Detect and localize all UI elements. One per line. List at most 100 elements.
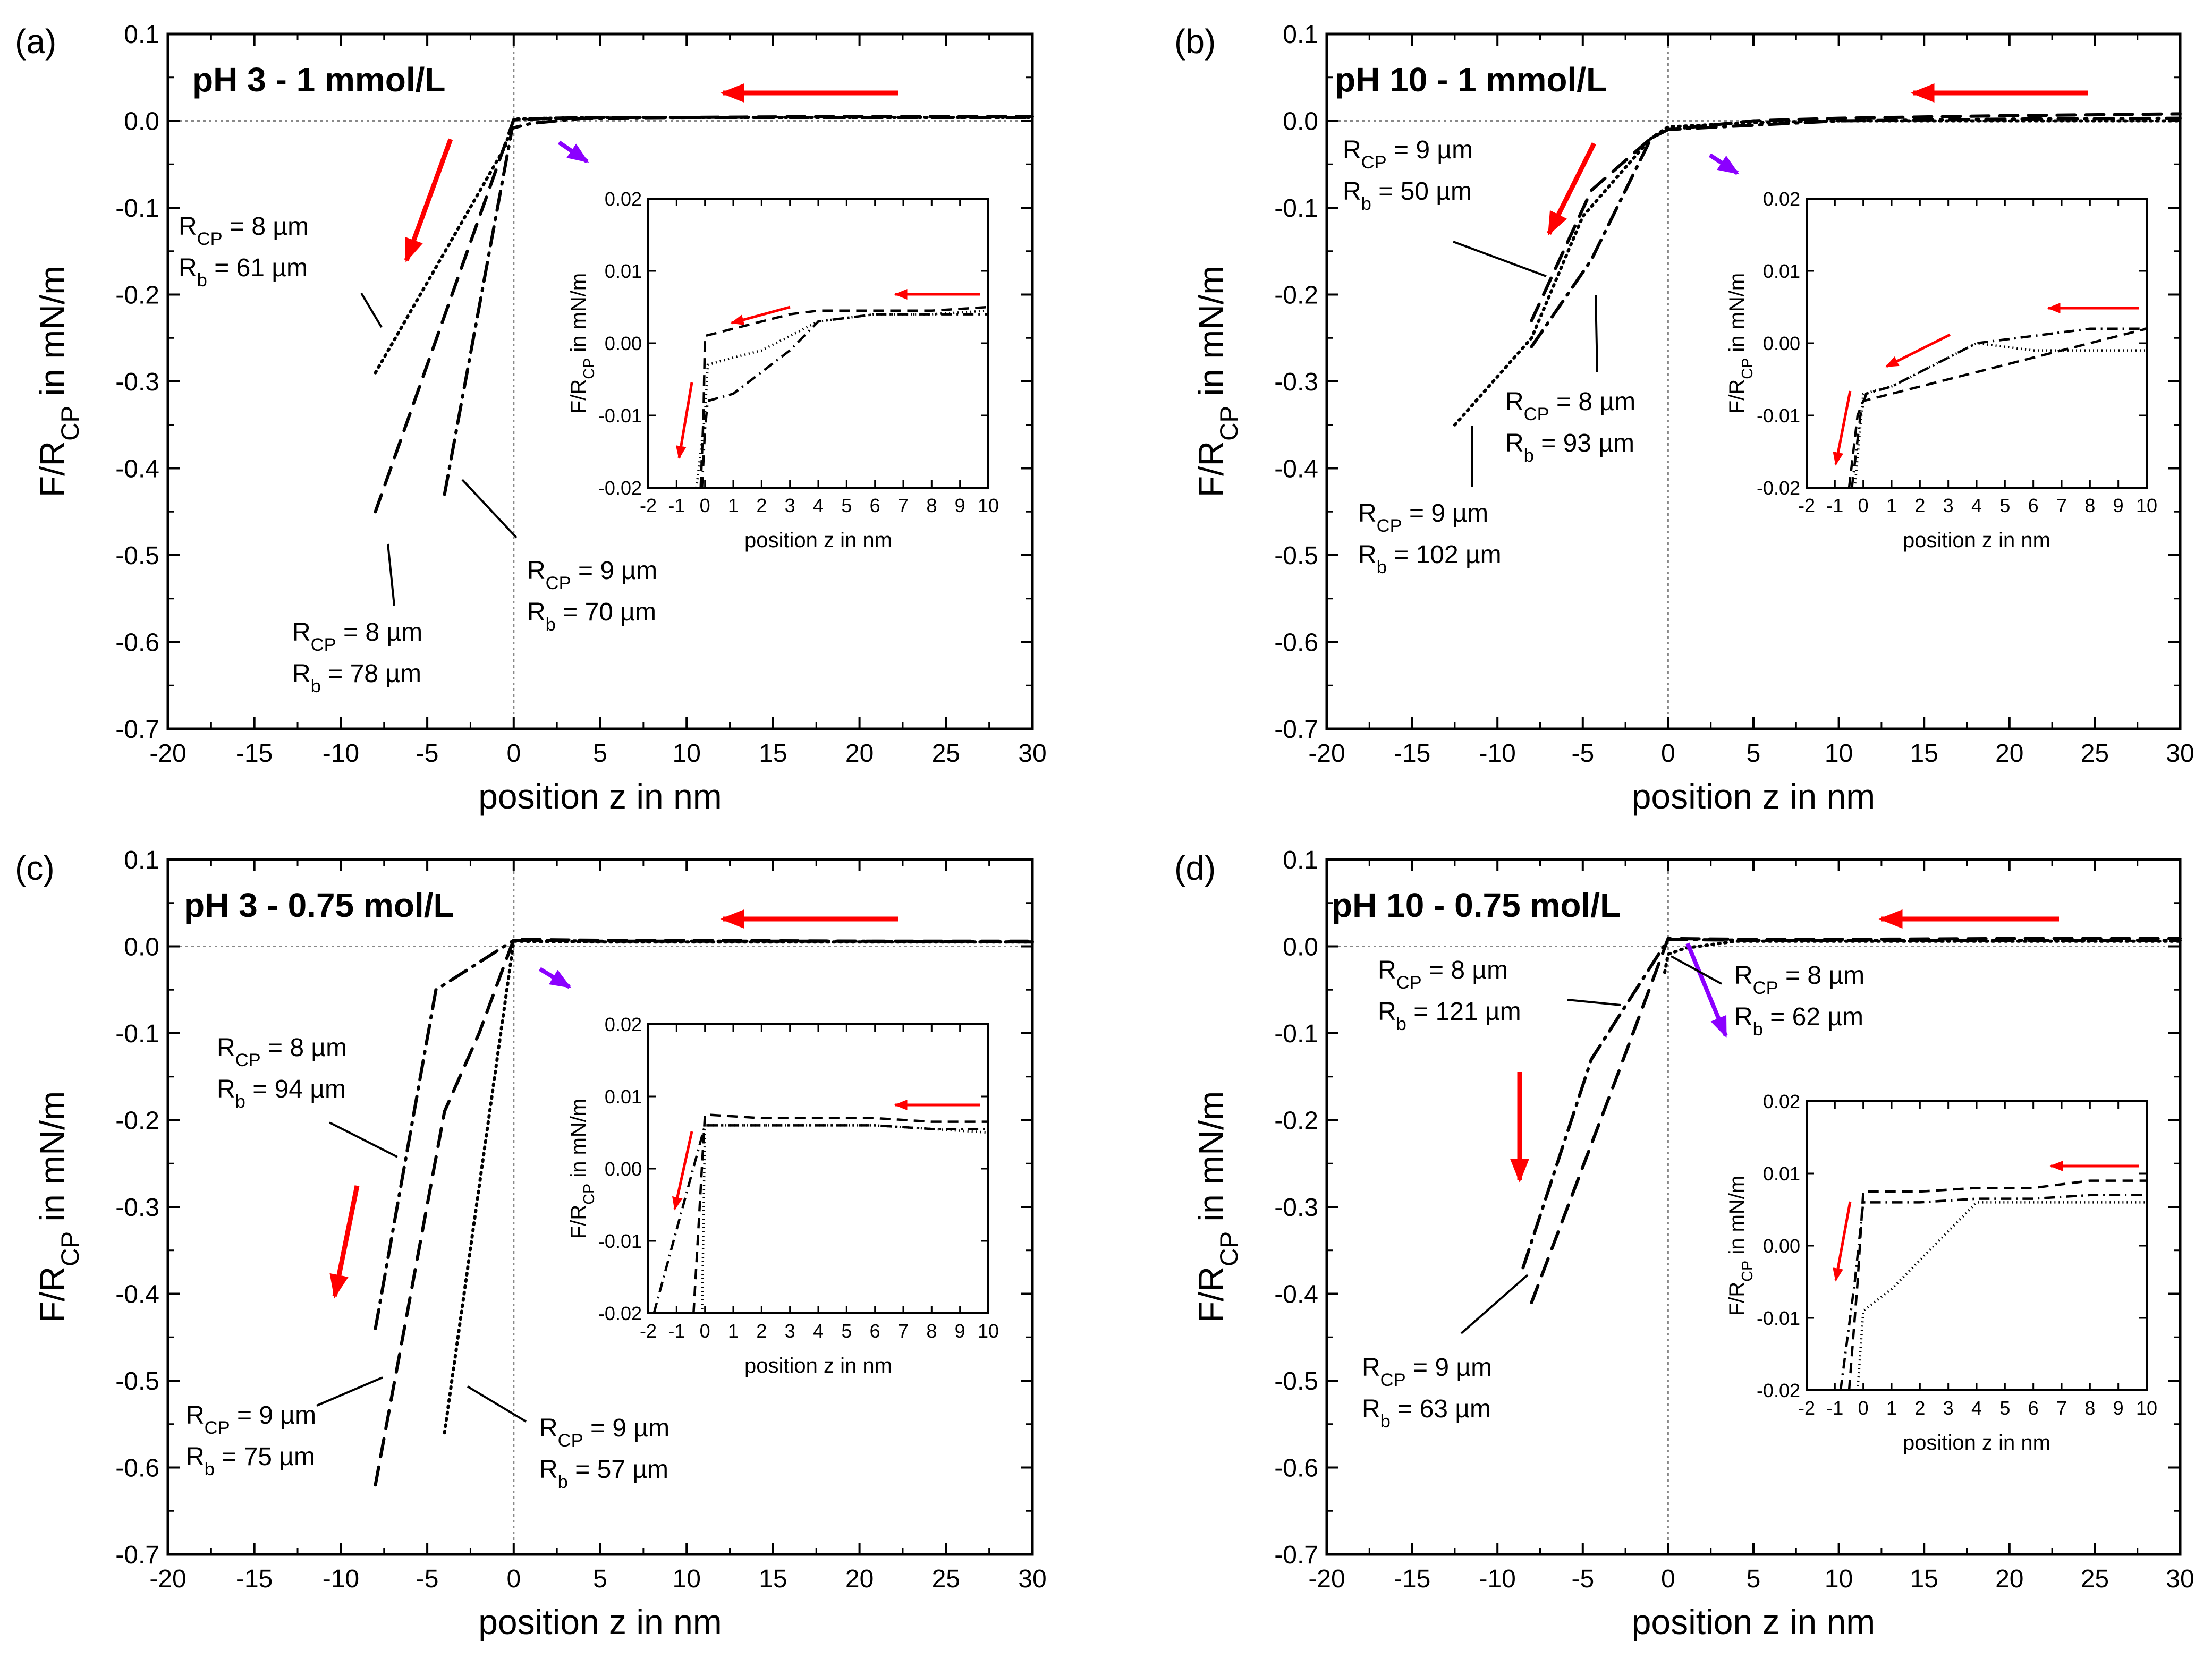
x-tick-label: 5	[1747, 739, 1761, 768]
inset-x-tick-label: 1	[1886, 1397, 1897, 1419]
x-tick-label: 10	[1825, 1565, 1853, 1593]
y-axis-label-rest: in mN/m	[1191, 266, 1231, 406]
y-tick-label: -0.2	[1274, 282, 1318, 310]
inset-background	[1807, 1101, 2147, 1390]
inset-x-axis-label: position z in nm	[1903, 529, 2050, 552]
annotation-rcp-rest: = 9 µm	[230, 1401, 316, 1430]
annotation-rcp: RCP = 8 µm	[217, 1034, 347, 1070]
annotation-rb-rest: = 70 µm	[556, 598, 656, 626]
annotation-rcp: RCP = 9 µm	[1362, 1354, 1492, 1390]
annotation-rcp-main: R	[1362, 1354, 1380, 1382]
inset-x-tick-label: 6	[870, 495, 880, 516]
inset-x-tick-label: 9	[2113, 1397, 2124, 1419]
inset-y-tick-label: 0.02	[605, 1014, 642, 1035]
x-tick-label: 5	[593, 739, 607, 768]
x-tick-label: 30	[2166, 1565, 2194, 1593]
x-tick-label: 25	[932, 1565, 960, 1593]
x-tick-label: 5	[1747, 1565, 1761, 1593]
inset-x-axis-label: position z in nm	[744, 529, 892, 552]
inset-y-axis-label-rest: in mN/m	[1725, 273, 1749, 358]
inset-x-tick-label: 1	[728, 1320, 739, 1342]
x-tick-label: 20	[845, 739, 874, 768]
annotation-rb-sub: b	[1361, 194, 1371, 214]
annotation-rb-rest: = 78 µm	[321, 660, 421, 688]
y-tick-label: 0.1	[1283, 21, 1318, 49]
inset-x-tick-label: 6	[870, 1320, 880, 1342]
annotation-rb: Rb = 57 µm	[539, 1456, 668, 1492]
panel-label: (b)	[1174, 22, 1216, 61]
annotation-rcp-rest: = 8 µm	[1422, 956, 1508, 984]
inset-y-axis-label: F/RCP in mN/m	[1725, 1176, 1756, 1316]
inset-x-tick-label: 4	[1971, 1397, 1982, 1419]
inset-chart: -2 -1 0 1 2 3 4 5 6 7 8 9 10 0.02 0.01 0.00 -0.01 -0.02 po…	[567, 188, 999, 552]
annotation-rcp-rest: = 9 µm	[1402, 499, 1488, 528]
inset-x-tick-label: 2	[756, 1320, 767, 1342]
x-tick-label: 25	[2081, 739, 2109, 768]
x-tick-label: -5	[1571, 1565, 1594, 1593]
annotation-rb-rest: = 63 µm	[1391, 1395, 1491, 1423]
annotation-leader	[1460, 1274, 1529, 1334]
annotation-rcp-sub: CP	[546, 573, 571, 593]
panel-label: (d)	[1174, 849, 1216, 887]
inset-x-tick-label: -1	[1826, 1397, 1843, 1419]
panel-title: pH 3 - 0.75 mol/L	[184, 886, 454, 924]
annotation-rcp: RCP = 9 µm	[527, 557, 657, 593]
x-tick-label: 10	[1825, 739, 1853, 768]
inset-y-tick-label: -0.01	[1757, 405, 1800, 427]
inset-background	[648, 199, 988, 488]
inset-y-tick-label: 0.02	[1763, 188, 1800, 210]
y-axis-label-main: F/R	[32, 441, 72, 497]
annotation-rb-sub: b	[558, 1472, 568, 1492]
y-tick-label: -0.2	[115, 282, 159, 310]
inset-y-axis-label: F/RCP in mN/m	[567, 273, 598, 413]
x-tick-label: -20	[149, 739, 186, 768]
y-tick-label: -0.3	[1274, 1194, 1318, 1222]
annotation-rcp-sub: CP	[1524, 404, 1549, 424]
series-line-2	[443, 116, 1034, 496]
y-tick-label: -0.4	[1274, 455, 1318, 483]
inset-series-line-2	[652, 1124, 988, 1313]
y-tick-label: -0.2	[115, 1107, 159, 1135]
annotation-rcp-main: R	[527, 557, 546, 585]
annotation-rcp-main: R	[292, 618, 311, 646]
panel-title: pH 10 - 0.75 mol/L	[1332, 886, 1621, 924]
approach-arrow-diagonal	[404, 138, 453, 263]
y-tick-label: -0.4	[1274, 1281, 1318, 1309]
annotation-rb-main: R	[179, 254, 197, 282]
inset-direction-arrow	[1885, 333, 1951, 368]
series-line-1	[1530, 116, 2182, 348]
y-tick-label: 0.0	[124, 933, 159, 962]
y-tick-label: 0.1	[1283, 846, 1318, 874]
panel-2: (c)-20 -15 -10 -5 0 5 10 15 20 25 300.10.0-0.1-0.2…	[15, 846, 1047, 1641]
panel-title: pH 10 - 1 mmol/L	[1335, 61, 1607, 99]
annotation-rb: Rb = 61 µm	[179, 254, 308, 291]
annotation-rcp-main: R	[179, 212, 197, 241]
inset-direction-arrow	[672, 1131, 693, 1211]
inset-pointer-arrow	[557, 140, 589, 164]
inset-x-tick-label: 10	[978, 1320, 999, 1342]
y-axis-label: F/RCP in mN/m	[32, 1091, 84, 1323]
inset-y-tick-label: 0.01	[605, 260, 642, 282]
x-tick-label: -10	[1479, 1565, 1516, 1593]
inset-y-tick-label: -0.02	[1757, 1380, 1800, 1401]
annotation-rb-sub: b	[205, 1459, 215, 1479]
y-axis-label: F/RCP in mN/m	[1191, 1091, 1243, 1323]
x-tick-label: 15	[1910, 739, 1938, 768]
inset-y-axis-label-main: F/R	[567, 379, 590, 413]
annotation-rcp-rest: = 8 µm	[1549, 388, 1635, 416]
annotation-leader	[387, 543, 395, 606]
inset-x-tick-label: 9	[955, 495, 965, 516]
annotation-rb: Rb = 62 µm	[1734, 1003, 1863, 1040]
annotation-rb-sub: b	[197, 270, 207, 291]
panel-0: (a)-20 -15 -10 -5 0 5 10 15 20 25 300.10.0-0.1-0.2…	[15, 21, 1047, 816]
annotation-leader	[467, 1385, 527, 1423]
inset-x-tick-label: 5	[1999, 495, 2010, 516]
panel-1: (b)-20 -15 -10 -5 0 5 10 15 20 25 300.10.0-0.1-0.2…	[1174, 21, 2194, 816]
y-tick-label: -0.6	[1274, 629, 1318, 657]
x-tick-label: 0	[506, 739, 521, 768]
y-axis-label-sub: CP	[56, 406, 84, 441]
inset-y-tick-label: 0.01	[1763, 260, 1800, 282]
y-tick-label: -0.4	[115, 455, 159, 483]
x-tick-label: -10	[323, 739, 359, 768]
annotation-rb-main: R	[539, 1456, 558, 1484]
